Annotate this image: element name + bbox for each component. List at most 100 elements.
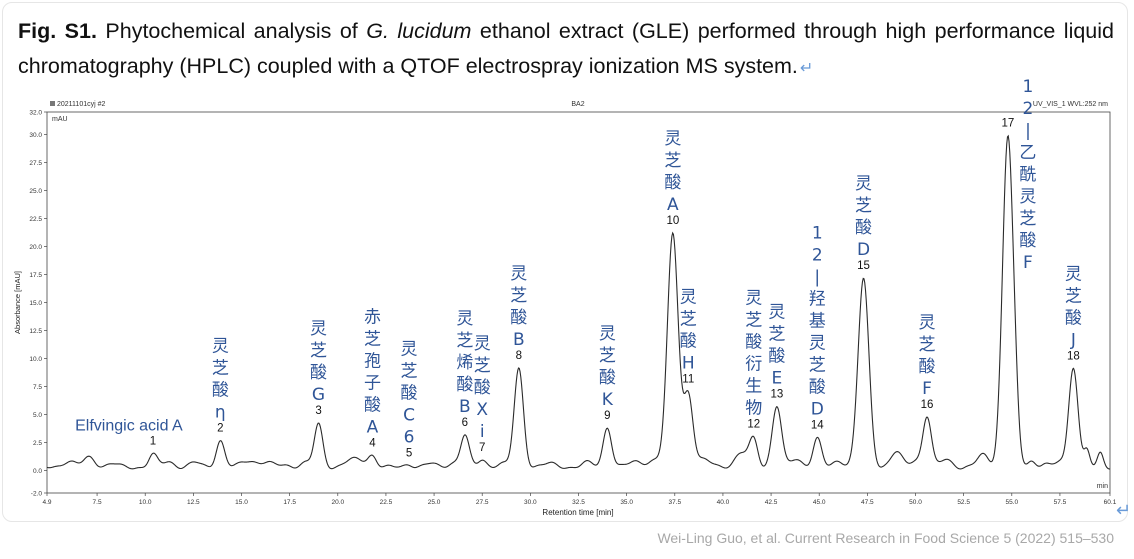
- x-tick-label: 17.5: [283, 499, 296, 506]
- peak-number: 6: [462, 417, 468, 429]
- peak-label: 灵芝酸 K: [599, 324, 616, 410]
- peak-label-char: G: [312, 385, 325, 405]
- header-marker-icon: [50, 101, 55, 106]
- peak-label-char: 酸: [364, 395, 381, 415]
- peak-label-char: 酸: [212, 381, 229, 401]
- peak-label: 灵芝酸衍生物: [745, 289, 762, 419]
- peak-label-char: i: [480, 422, 485, 442]
- caption-text-after: ethanol extract (GLE) performed through …: [18, 19, 1115, 78]
- peak-label-char: J: [1070, 330, 1076, 350]
- x-tick-label: 20.0: [331, 499, 344, 506]
- x-tick-label: 4.9: [42, 499, 51, 506]
- caption-label: Fig. S1.: [18, 19, 97, 43]
- peak-label-char: 1: [1023, 77, 1034, 97]
- peak-label-char: 芝: [1019, 209, 1036, 229]
- x-tick-label: 42.5: [765, 499, 778, 506]
- plot-frame: [46, 111, 1111, 494]
- x-tick-label: 25.0: [428, 499, 441, 506]
- peak-label: 灵芝酸 C 6: [401, 339, 418, 447]
- peak-label-char: 芝: [212, 359, 229, 379]
- x-tick-label: 7.5: [93, 499, 102, 506]
- peak-label-char: B: [513, 330, 525, 350]
- peak-label-char: 灵: [919, 313, 936, 333]
- peak-label: 灵芝酸 J: [1065, 264, 1082, 350]
- peak-label-char: 灵: [401, 339, 418, 359]
- y-tick-label: -2.0: [31, 491, 43, 498]
- peak-label-char: 酸: [855, 218, 872, 238]
- x-tick-label: 15.0: [235, 499, 248, 506]
- peak-label-char: 灵: [599, 324, 616, 344]
- x-tick-label: 50.0: [909, 499, 922, 506]
- y-tick-label: 7.5: [33, 384, 42, 391]
- peak-number: 8: [516, 350, 522, 362]
- peak-label-char: 灵: [680, 287, 697, 307]
- peak-number: 12: [747, 419, 760, 431]
- peak-label-char: 酸: [1065, 308, 1082, 328]
- peak-label-char: 灵: [510, 264, 527, 284]
- hplc-chromatogram: 20211101cyj #2 BA2 UV_VIS_1 WVL:252 nmmAUm…: [13, 77, 1117, 517]
- peak-label-char: 芝: [680, 309, 697, 329]
- peak-label-char: 2: [1023, 99, 1034, 119]
- peak-label: 灵芝酸 D: [855, 174, 872, 260]
- peak-label-char: 衍: [745, 355, 762, 375]
- y-axis-title: Absorbance [mAU]: [13, 271, 22, 334]
- peak-label-char: 灵: [855, 174, 872, 194]
- peak-label-char: 灵: [1019, 187, 1036, 207]
- y-tick-label: 17.5: [29, 272, 42, 279]
- peak-number: 1: [150, 435, 156, 447]
- peak-label-char: 灵: [664, 129, 681, 149]
- peak-label-char: 酸: [456, 375, 473, 395]
- peak-label-char: |: [1025, 121, 1031, 141]
- peak-number: 7: [479, 442, 485, 454]
- x-tick-label: 27.5: [476, 499, 489, 506]
- peak-label-char: 酸: [599, 368, 616, 388]
- peak-label: 1 2 |乙酰灵芝酸 F: [1019, 77, 1036, 273]
- peak-label-char: 基: [809, 311, 826, 331]
- peak-label-char: 芝: [664, 151, 681, 171]
- chart-header-center: BA2: [571, 101, 584, 108]
- peak-label-char: X: [476, 400, 488, 420]
- peak-label-char: 芝: [456, 331, 473, 351]
- peak-label-char: 芝: [364, 329, 381, 349]
- peak-label-char: 酸: [768, 347, 785, 367]
- caption-species: G. lucidum: [366, 19, 472, 43]
- peak-label-char: 芝: [1065, 286, 1082, 306]
- peak-label-char: 酸: [310, 363, 327, 383]
- peak-label: 灵芝酸 H: [680, 287, 697, 373]
- figure-caption: Fig. S1. Phytochemical analysis of G. lu…: [18, 14, 1114, 86]
- y-tick-label: 12.5: [29, 328, 42, 335]
- peak-label-char: D: [811, 399, 824, 419]
- peak-label-char: 芝: [919, 335, 936, 355]
- peak-number: 5: [406, 447, 412, 459]
- peak-label-char: 灵: [456, 309, 473, 329]
- peak-label-char: A: [367, 417, 379, 437]
- peak-label-char: 乙: [1019, 143, 1036, 163]
- peak-label: 1 2 |羟基灵芝酸 D: [809, 223, 826, 419]
- x-tick-label: 45.0: [813, 499, 826, 506]
- peak-label-char: |: [814, 267, 820, 287]
- peak-label: Elfvingic acid A: [75, 417, 183, 434]
- peak-label-char: K: [602, 390, 614, 410]
- x-tick-label: 32.5: [572, 499, 585, 506]
- y-unit: mAU: [52, 116, 68, 123]
- peak-number: 3: [315, 405, 321, 417]
- peak-label-char: 芝: [809, 355, 826, 375]
- x-tick-label: 47.5: [861, 499, 874, 506]
- peak-label-char: 物: [745, 399, 762, 419]
- x-tick-label: 60.1: [1104, 499, 1117, 506]
- peak-label-char: 酸: [664, 173, 681, 193]
- y-tick-label: 15.0: [29, 300, 42, 307]
- citation: Wei-Ling Guo, et al. Current Research in…: [657, 530, 1114, 546]
- y-tick-label: 22.5: [29, 216, 42, 223]
- y-tick-label: 27.5: [29, 160, 42, 167]
- y-tick-label: 0.0: [33, 468, 42, 475]
- peak-number: 9: [604, 410, 610, 422]
- peak-label-char: 酸: [680, 331, 697, 351]
- peak-label: 灵芝酸 A: [664, 129, 681, 215]
- peak-number: 4: [369, 437, 376, 449]
- peak-number: 15: [857, 260, 870, 272]
- x-tick-label: 55.0: [1005, 499, 1018, 506]
- peak-label: 灵芝酸 E: [768, 303, 785, 389]
- peak-label-char: A: [667, 195, 679, 215]
